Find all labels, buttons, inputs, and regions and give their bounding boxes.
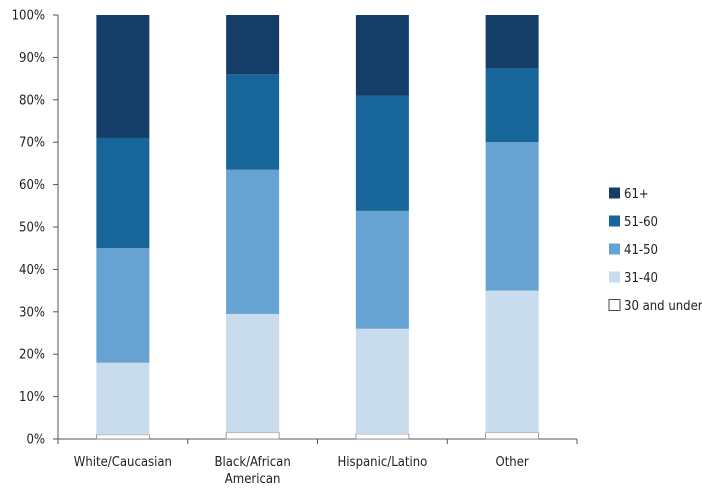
x-category-label-line: White/Caucasian: [74, 455, 172, 470]
legend-label: 41-50: [624, 243, 658, 258]
bar-segment-51-60-hispanic-latino: [356, 96, 409, 211]
y-tick-label: 80%: [19, 93, 45, 108]
legend-swatch: [609, 244, 620, 255]
x-category-label-line: Black/African: [214, 455, 290, 470]
legend-label: 61+: [624, 187, 649, 202]
x-category-label-line: Other: [496, 455, 529, 470]
bar-segment-41-50-white-caucasian: [96, 248, 149, 362]
legend-label: 30 and under: [624, 299, 702, 314]
legend-swatch: [609, 272, 620, 283]
bar-segment-41-50-other: [486, 142, 539, 290]
x-category-label: Black/African American: [214, 455, 290, 487]
y-tick-label: 70%: [19, 136, 45, 151]
bar-segment-61--hispanic-latino: [356, 15, 409, 96]
bar-segment-31-40-other: [486, 291, 539, 433]
bar-segment-51-60-other: [486, 68, 539, 142]
legend-label: 51-60: [624, 215, 658, 230]
legend: 61+ 51-60 41-50 31-40 30 and under: [609, 187, 702, 314]
x-category-label: Other: [496, 455, 529, 470]
legend-label: 31-40: [624, 271, 658, 286]
legend-swatch: [609, 188, 620, 199]
bar-segment-30-and-under-white-caucasian: [96, 435, 149, 439]
x-axis: White/Caucasian Black/African American Hisp…: [58, 439, 577, 487]
bar-segment-30-and-under-other: [486, 433, 539, 439]
legend-swatch: [609, 300, 620, 311]
legend-swatch: [609, 216, 620, 227]
bar-segment-30-and-under-hispanic-latino: [356, 434, 409, 439]
y-tick-label: 50%: [19, 221, 45, 236]
bar-segment-30-and-under-black-african-american: [226, 433, 279, 439]
y-tick-label: 10%: [19, 390, 45, 405]
x-category-label-line: American: [225, 472, 281, 487]
bars: [96, 15, 538, 439]
bar-segment-61--black-african-american: [226, 15, 279, 74]
bar-segment-51-60-white-caucasian: [96, 138, 149, 248]
y-tick-label: 20%: [19, 348, 45, 363]
y-tick-label: 40%: [19, 263, 45, 278]
y-tick-label: 100%: [12, 9, 45, 24]
y-tick-label: 90%: [19, 51, 45, 66]
x-category-label: Hispanic/Latino: [337, 455, 427, 470]
bar-segment-41-50-black-african-american: [226, 170, 279, 314]
bar-segment-61--other: [486, 15, 539, 68]
bar-segment-41-50-hispanic-latino: [356, 211, 409, 329]
y-axis: 0% 10% 20% 30% 40% 50% 60% 70% 80% 90% 100%: [12, 9, 58, 448]
x-category-label: White/Caucasian: [74, 455, 172, 470]
bar-segment-61--white-caucasian: [96, 15, 149, 138]
x-category-label-line: Hispanic/Latino: [337, 455, 427, 470]
bar-segment-31-40-black-african-american: [226, 314, 279, 433]
bar-segment-31-40-white-caucasian: [96, 363, 149, 435]
y-tick-label: 60%: [19, 178, 45, 193]
bar-segment-51-60-black-african-american: [226, 74, 279, 169]
y-tick-label: 30%: [19, 305, 45, 320]
y-tick-label: 0%: [26, 433, 45, 448]
bar-segment-31-40-hispanic-latino: [356, 329, 409, 434]
